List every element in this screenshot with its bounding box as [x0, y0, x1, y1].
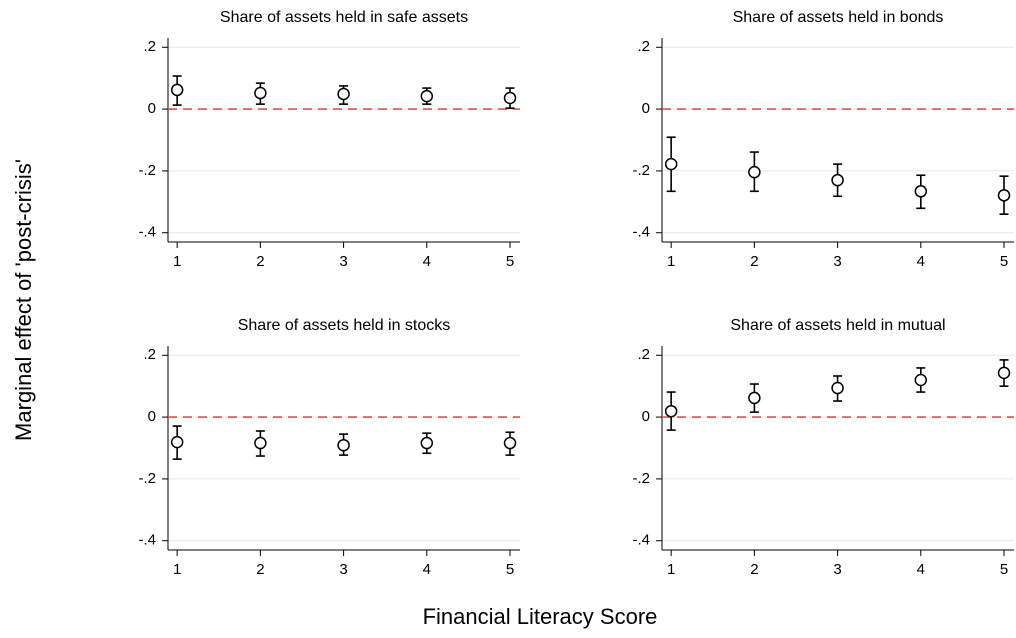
x-axis-title: Financial Literacy Score — [423, 604, 658, 629]
x-tick-label: 4 — [917, 561, 925, 578]
x-tick-label: 1 — [173, 561, 181, 578]
point — [831, 381, 844, 395]
x-tick-label: 2 — [750, 561, 758, 578]
x-tick-label: 2 — [256, 253, 264, 270]
y-tick-label: -.4 — [632, 532, 650, 549]
y-tick-label: -.2 — [138, 162, 156, 179]
point — [254, 86, 267, 100]
y-tick-label: -.4 — [632, 224, 650, 241]
x-tick-label: 2 — [256, 561, 264, 578]
panel-title: Share of assets held in mutual — [730, 317, 945, 334]
y-tick-label: .2 — [637, 38, 650, 55]
point — [170, 83, 184, 97]
x-tick-label: 1 — [667, 561, 675, 578]
x-tick-label: 4 — [917, 253, 925, 270]
y-tick-label: .2 — [143, 346, 156, 363]
x-tick-label: 5 — [1000, 253, 1008, 270]
panel-title: Share of assets held in stocks — [238, 317, 451, 334]
point — [337, 87, 350, 101]
x-tick-label: 4 — [423, 561, 431, 578]
x-tick-label: 3 — [833, 253, 841, 270]
point — [748, 391, 761, 405]
point — [503, 91, 517, 105]
x-tick-label: 1 — [667, 253, 675, 270]
point — [337, 438, 350, 452]
y-tick-label: 0 — [148, 408, 156, 425]
x-tick-label: 1 — [173, 253, 181, 270]
y-tick-label: 0 — [148, 100, 156, 117]
point — [997, 366, 1011, 380]
y-tick-label: -.2 — [632, 162, 650, 179]
x-tick-label: 5 — [1000, 561, 1008, 578]
x-tick-label: 3 — [833, 561, 841, 578]
y-tick-label: -.2 — [138, 470, 156, 487]
point — [503, 436, 517, 450]
y-tick-label: 0 — [642, 100, 650, 117]
x-tick-label: 5 — [506, 253, 514, 270]
point — [914, 185, 928, 198]
point — [914, 373, 928, 387]
point — [254, 436, 267, 450]
point — [748, 165, 761, 179]
x-tick-label: 3 — [339, 253, 347, 270]
point — [664, 404, 678, 418]
point — [420, 89, 434, 103]
y-tick-label: .2 — [143, 38, 156, 55]
point — [831, 173, 844, 187]
y-tick-label: -.4 — [138, 224, 156, 241]
point — [997, 189, 1011, 202]
y-tick-label: .2 — [637, 346, 650, 363]
point — [420, 436, 434, 450]
panel-title: Share of assets held in safe assets — [220, 9, 468, 26]
point — [664, 157, 678, 171]
y-axis-title: Marginal effect of 'post-crisis' — [11, 159, 36, 441]
x-tick-label: 5 — [506, 561, 514, 578]
point — [170, 435, 184, 449]
y-tick-label: 0 — [642, 408, 650, 425]
panel-title: Share of assets held in bonds — [733, 9, 944, 26]
x-tick-label: 4 — [423, 253, 431, 270]
y-tick-label: -.4 — [138, 532, 156, 549]
x-tick-label: 3 — [339, 561, 347, 578]
y-tick-label: -.2 — [632, 470, 650, 487]
x-tick-label: 2 — [750, 253, 758, 270]
